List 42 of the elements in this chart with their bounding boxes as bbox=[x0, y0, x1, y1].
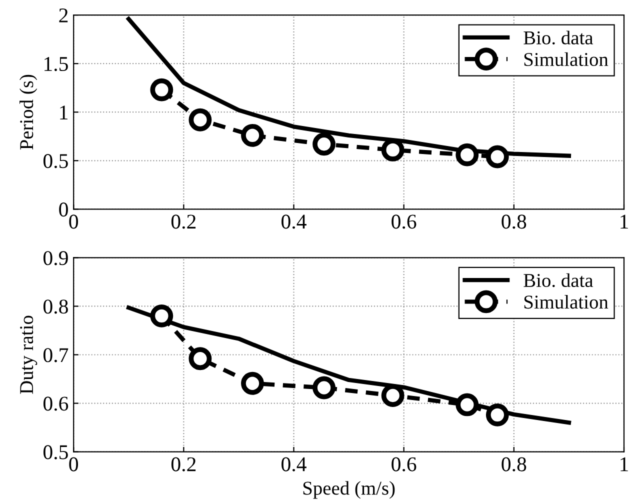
point bbox=[150, 304, 174, 328]
point bbox=[486, 145, 509, 168]
x-tick-label: 0 bbox=[69, 214, 78, 229]
x-tick-label: 0.8 bbox=[502, 214, 526, 229]
y-tick-label: 0.9 bbox=[43, 251, 68, 266]
y-tick-label: 0.6 bbox=[43, 396, 68, 411]
y-axis-title: Period (s) bbox=[20, 74, 38, 150]
legend-label: Simulation bbox=[524, 295, 608, 309]
point bbox=[312, 132, 336, 156]
legend-label: Simulation bbox=[524, 52, 608, 66]
x-tick-label: 0.4 bbox=[282, 214, 306, 229]
point bbox=[241, 372, 264, 395]
y-tick-label: 0.8 bbox=[43, 300, 68, 314]
point bbox=[486, 403, 509, 426]
x-tick-label: 0.6 bbox=[392, 214, 416, 229]
y-tick-label: 2 bbox=[59, 8, 68, 22]
x-tick-label: 1 bbox=[620, 214, 628, 228]
x-tick-label: 0.6 bbox=[392, 457, 416, 472]
x-tick-label: 0.2 bbox=[171, 457, 196, 472]
x-tick-label: 1 bbox=[620, 457, 628, 472]
x-tick-label: 0.8 bbox=[502, 457, 526, 472]
legend-label: Bio. data bbox=[524, 30, 594, 45]
y-tick-label: 0.5 bbox=[43, 445, 68, 460]
y-tick-label: 1 bbox=[60, 106, 68, 120]
point bbox=[188, 347, 212, 370]
point bbox=[381, 384, 404, 407]
point bbox=[456, 393, 479, 416]
y-tick-label: 0.7 bbox=[43, 348, 68, 362]
x-tick-label: 0.2 bbox=[171, 214, 196, 229]
x-tick-label: 0.4 bbox=[282, 457, 306, 472]
point bbox=[150, 78, 174, 102]
y-tick-label: 0.5 bbox=[43, 154, 68, 168]
point bbox=[456, 143, 479, 166]
x-axis-title: Speed (m/s) bbox=[303, 481, 395, 499]
legend-label: Bio. data bbox=[524, 273, 594, 288]
point bbox=[312, 376, 336, 400]
y-axis-title: Duty ratio bbox=[20, 316, 38, 394]
y-tick-label: 0 bbox=[59, 202, 68, 217]
point bbox=[188, 108, 212, 132]
y-tick-label: 1.5 bbox=[44, 57, 68, 72]
x-tick-label: 0 bbox=[69, 457, 78, 472]
point bbox=[241, 124, 264, 147]
